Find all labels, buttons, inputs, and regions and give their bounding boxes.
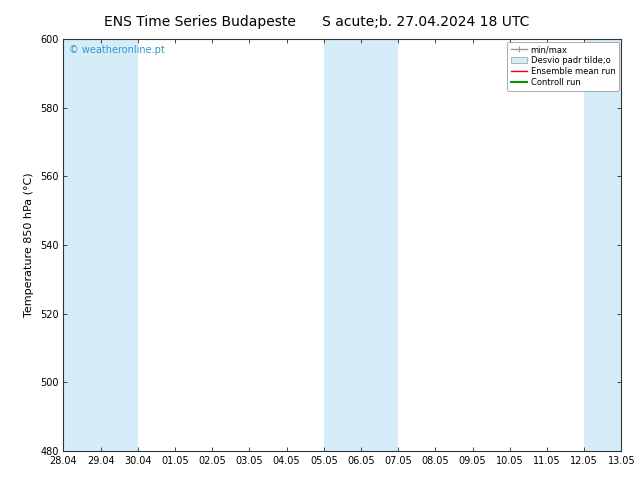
- Y-axis label: Temperature 850 hPa (°C): Temperature 850 hPa (°C): [24, 172, 34, 318]
- Bar: [63, 39, 138, 451]
- Legend: min/max, Desvio padr tilde;o, Ensemble mean run, Controll run: min/max, Desvio padr tilde;o, Ensemble m…: [507, 42, 619, 91]
- Bar: [584, 39, 634, 451]
- Text: ENS Time Series Budapeste      S acute;b. 27.04.2024 18 UTC: ENS Time Series Budapeste S acute;b. 27.…: [105, 15, 529, 29]
- Bar: [324, 39, 398, 451]
- Text: © weatheronline.pt: © weatheronline.pt: [69, 46, 165, 55]
